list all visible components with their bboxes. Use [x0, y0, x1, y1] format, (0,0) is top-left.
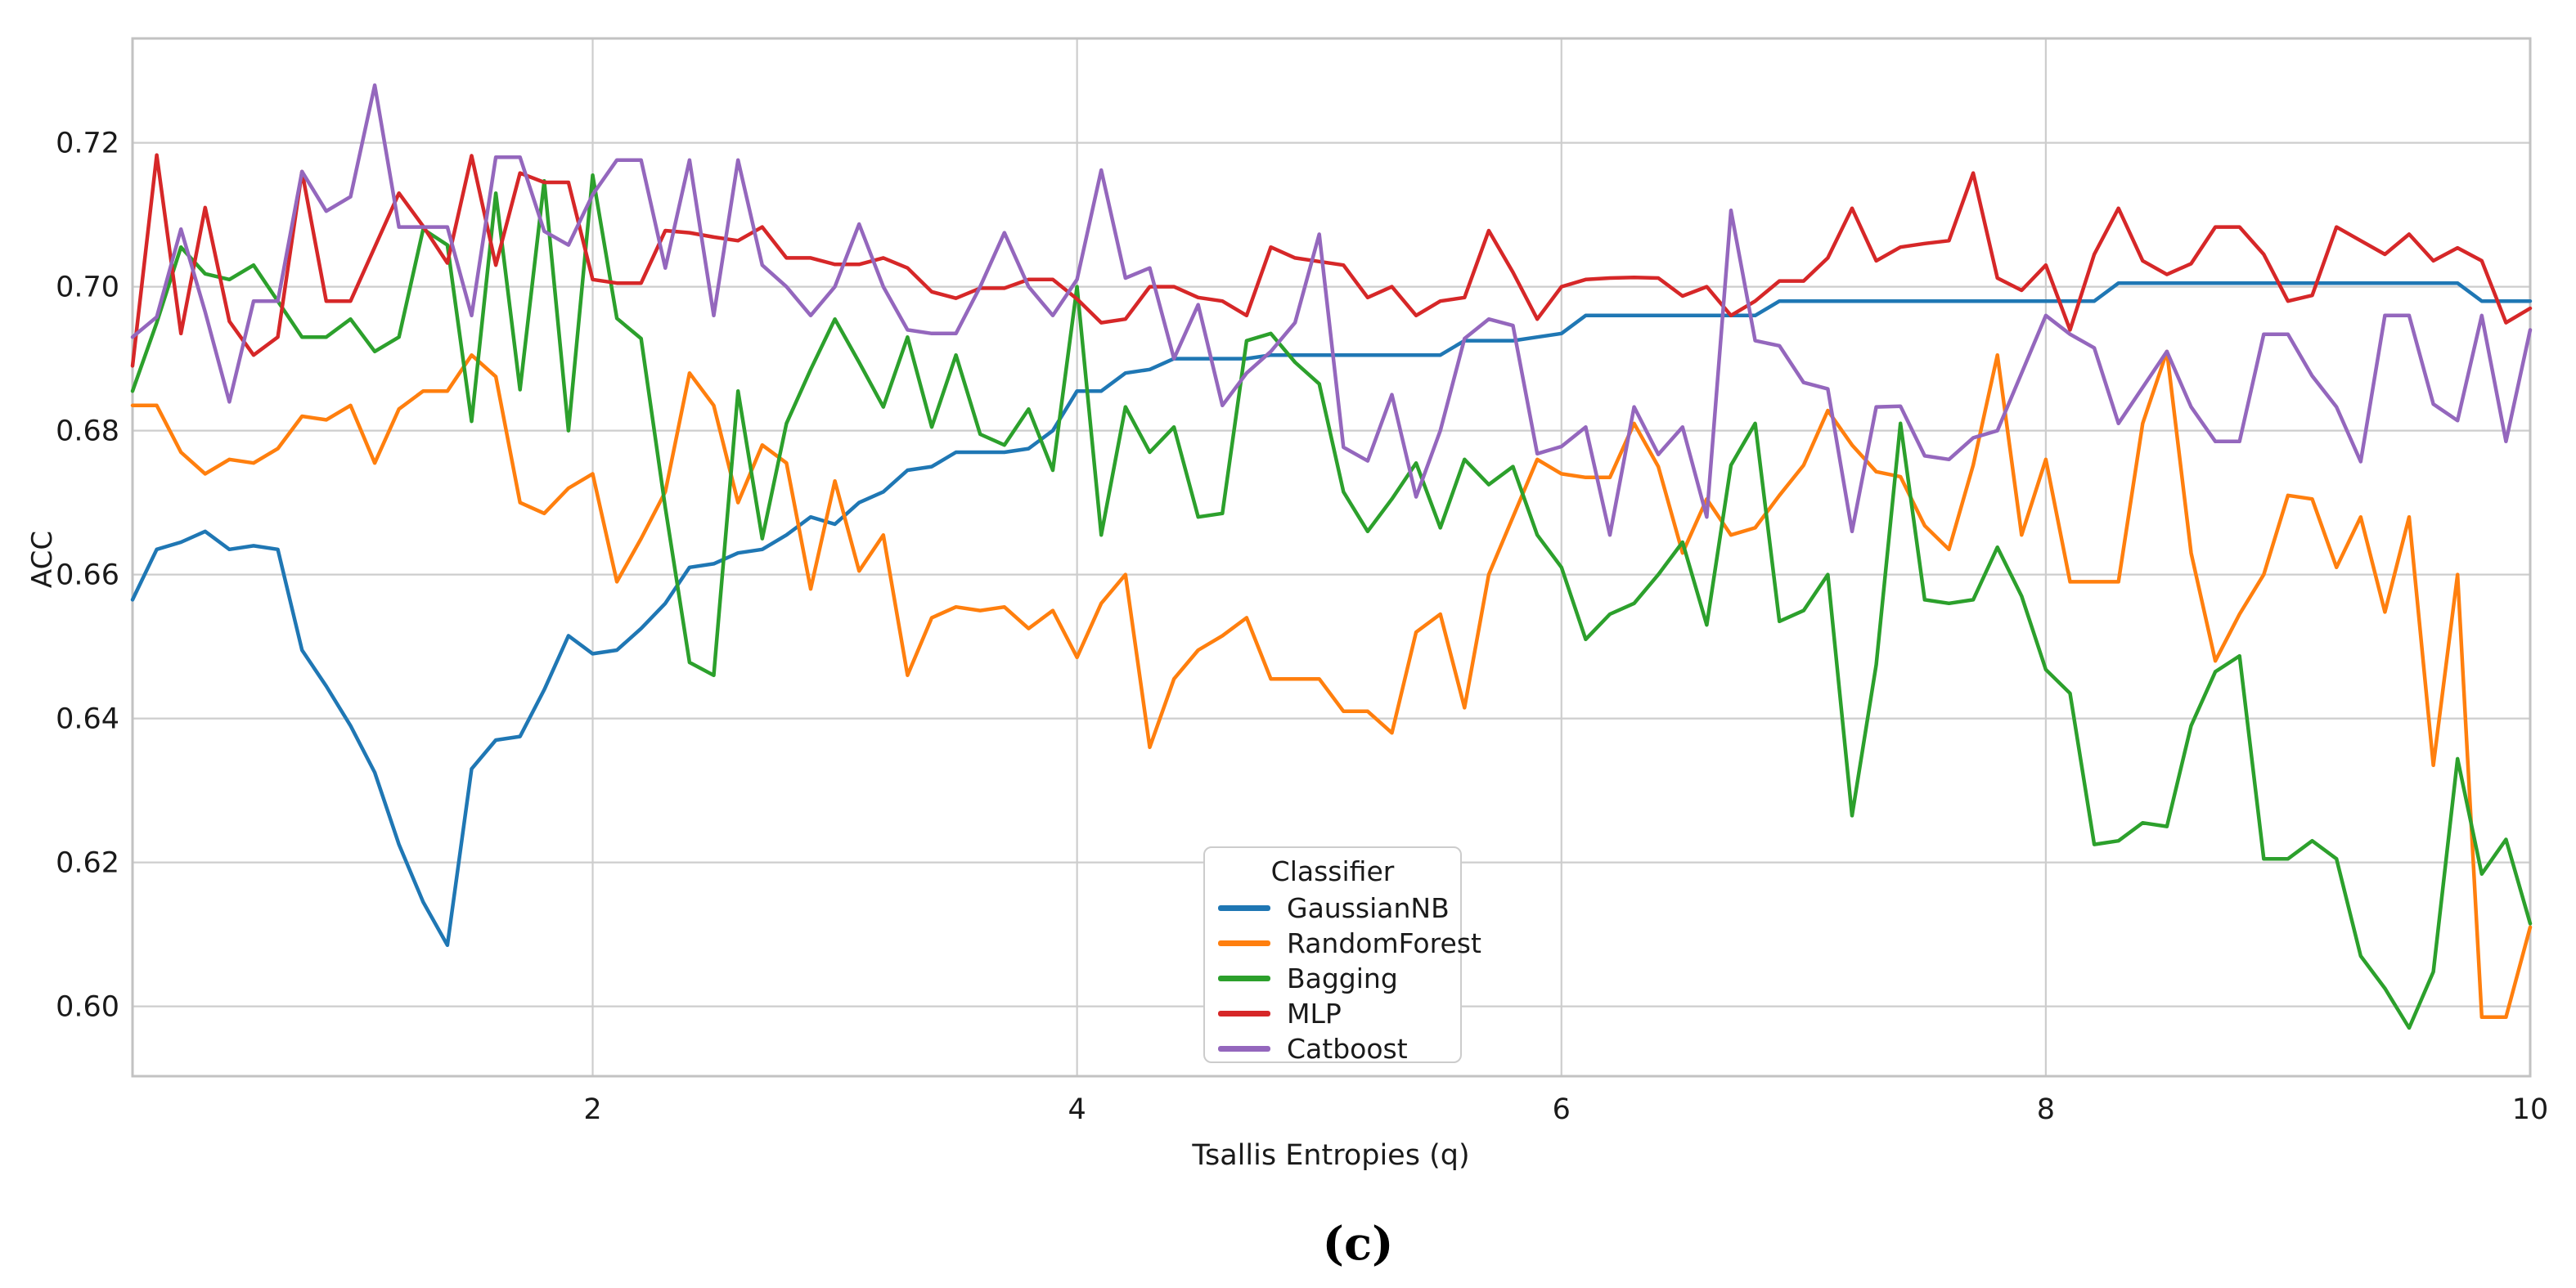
legend-item-gaussiannb: GaussianNB	[1205, 891, 1460, 926]
x-tick-label: 4	[1068, 1093, 1086, 1126]
series-line-bagging	[130, 173, 2533, 1030]
series-line-randomforest	[130, 349, 2533, 1020]
legend-title: Classifier	[1270, 855, 1395, 887]
legend-swatch-bagging	[1218, 976, 1270, 981]
y-tick-label: 0.62	[56, 847, 119, 880]
legend-item-randomforest: RandomForest	[1205, 926, 1481, 961]
legend-item-label: MLP	[1287, 998, 1342, 1030]
legend: Classifier GaussianNB RandomForest Bagging…	[1203, 846, 1481, 1066]
legend-item-bagging: Bagging	[1205, 961, 1460, 996]
x-tick-label: 6	[1553, 1093, 1571, 1126]
legend-item-label: Bagging	[1287, 963, 1398, 994]
legend-item-label: RandomForest	[1287, 927, 1481, 959]
legend-items: GaussianNB RandomForest Bagging MLP Catboost	[1205, 891, 1481, 1066]
y-tick-label: 0.70	[56, 272, 119, 304]
series-line-mlp	[130, 153, 2533, 368]
legend-item-catboost: Catboost	[1205, 1031, 1460, 1066]
figure-caption: (c)	[1322, 1217, 1394, 1271]
y-tick-label: 0.72	[56, 128, 119, 160]
y-axis-label: ACC	[26, 530, 59, 589]
y-tick-label: 0.66	[56, 559, 119, 592]
y-tick-label: 0.64	[56, 703, 119, 736]
legend-swatch-catboost	[1218, 1046, 1270, 1052]
legend-item-mlp: MLP	[1205, 996, 1460, 1031]
legend-item-label: GaussianNB	[1287, 892, 1450, 924]
y-tick-label: 0.68	[56, 415, 119, 448]
x-axis-label: Tsallis Entropies (q)	[1192, 1139, 1470, 1172]
legend-swatch-mlp	[1218, 1011, 1270, 1016]
x-tick-label: 2	[583, 1093, 601, 1126]
legend-swatch-gaussiannb	[1218, 905, 1270, 911]
y-tick-label: 0.60	[56, 991, 119, 1024]
x-tick-label: 8	[2037, 1093, 2055, 1126]
legend-swatch-randomforest	[1218, 940, 1270, 946]
x-tick-label: 10	[2512, 1093, 2549, 1126]
series-line-catboost	[130, 83, 2533, 537]
plot-border	[131, 37, 2532, 1078]
legend-item-label: Catboost	[1287, 1033, 1408, 1065]
